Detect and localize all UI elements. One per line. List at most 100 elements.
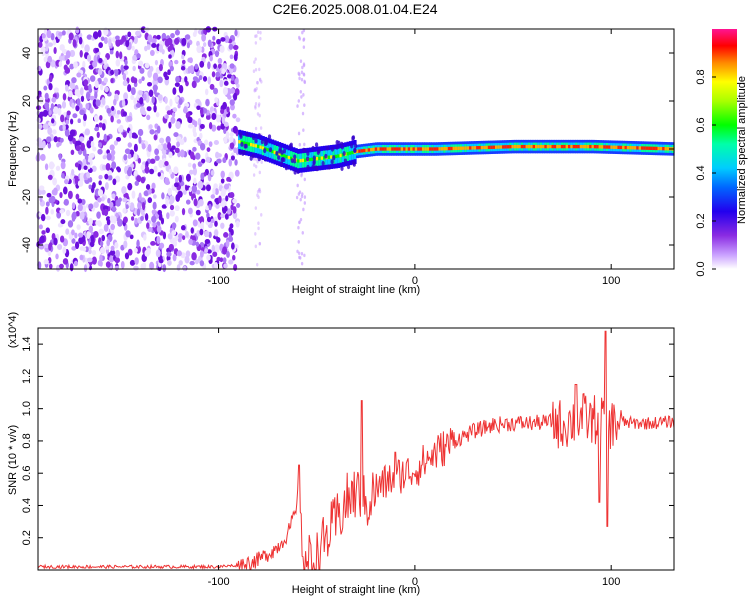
heatmap-ridge-core bbox=[287, 155, 291, 160]
heatmap-noise-cell bbox=[99, 114, 103, 121]
heatmap-noise-cell bbox=[174, 59, 179, 65]
heatmap-noise-cell bbox=[146, 114, 151, 121]
heatmap-scatter-cell bbox=[302, 38, 305, 42]
heatmap-noise-cell bbox=[143, 93, 147, 101]
heatmap-ridge-blob bbox=[302, 147, 306, 153]
heatmap-noise-cell bbox=[187, 66, 191, 74]
heatmap-scatter-cell bbox=[296, 183, 299, 188]
heatmap-noise-cell bbox=[58, 31, 64, 37]
heatmap-noise-cell bbox=[119, 51, 123, 60]
colorbar: 0.0 0.2 0.4 0.6 0.8 Normalized spectral ampl… bbox=[695, 29, 748, 277]
heatmap-noise-cell bbox=[94, 115, 99, 123]
heatmap-noise-cell bbox=[50, 32, 55, 41]
heatmap-ridge-blob bbox=[293, 154, 297, 160]
heatmap-noise-cell bbox=[214, 188, 219, 196]
heatmap-noise-cell bbox=[232, 125, 238, 134]
heatmap-ridge-core bbox=[575, 144, 579, 149]
heatmap-ridge-core bbox=[643, 146, 647, 150]
heatmap-noise-cell bbox=[109, 50, 114, 55]
heatmap-noise-cell bbox=[222, 157, 227, 164]
heatmap-noise-cell bbox=[75, 26, 80, 34]
heatmap-scatter-cell bbox=[302, 128, 305, 132]
heatmap-noise-cell bbox=[220, 108, 225, 114]
heatmap-noise-cell bbox=[77, 118, 81, 124]
heatmap-noise-cell bbox=[127, 166, 133, 174]
heatmap-ridge-core bbox=[565, 144, 569, 149]
heatmap-noise-cell bbox=[46, 136, 52, 143]
heatmap-ridge-core bbox=[563, 144, 567, 149]
heatmap-ridge-blob bbox=[332, 155, 336, 161]
heatmap-noise-cell bbox=[155, 112, 160, 118]
heatmap-noise-cell bbox=[146, 44, 151, 50]
heatmap-scatter-cell bbox=[303, 142, 306, 147]
heatmap-scatter-cell bbox=[297, 99, 300, 103]
heatmap-ridge-core bbox=[323, 156, 326, 160]
heatmap-noise-cell bbox=[178, 97, 183, 105]
heatmap-noise-cell bbox=[174, 182, 179, 188]
heatmap-noise-cell bbox=[212, 251, 218, 257]
heatmap-ridge-core bbox=[615, 145, 619, 149]
heatmap-noise-cell bbox=[199, 143, 206, 151]
heatmap-noise-cell bbox=[199, 60, 205, 68]
heatmap-noise-cell bbox=[156, 235, 161, 245]
heatmap-scatter-cell bbox=[260, 213, 263, 217]
heatmap-noise-cell bbox=[57, 223, 63, 228]
heatmap-noise-cell bbox=[94, 80, 99, 89]
heatmap-noise-cell bbox=[127, 84, 132, 93]
heatmap-noise-cell bbox=[216, 153, 222, 158]
heatmap-noise-cell bbox=[169, 43, 174, 51]
heatmap-scatter-cell bbox=[256, 193, 259, 197]
heatmap-noise-cell bbox=[195, 78, 201, 83]
heatmap-noise-cell bbox=[170, 33, 175, 39]
heatmap-noise-cell bbox=[98, 180, 102, 186]
heatmap-ridge-blob bbox=[350, 143, 354, 149]
heatmap-noise-cell bbox=[166, 212, 170, 220]
heatmap-noise-cell bbox=[151, 96, 155, 104]
heatmap-noise-cell bbox=[50, 195, 56, 203]
heatmap-noise-cell bbox=[214, 97, 219, 103]
heatmap-noise-cell bbox=[130, 94, 135, 100]
heatmap-noise-cell bbox=[124, 252, 130, 260]
heatmap-noise-cell bbox=[151, 43, 157, 48]
heatmap-scatter-cell bbox=[299, 217, 303, 222]
heatmap-ridge-core bbox=[666, 147, 670, 151]
heatmap-noise-cell bbox=[133, 97, 137, 105]
heatmap-scatter-cell bbox=[256, 189, 260, 194]
heatmap-ridge-core bbox=[344, 152, 348, 156]
heatmap-noise-cell bbox=[92, 31, 99, 39]
heatmap-ridge-blob bbox=[277, 155, 281, 160]
heatmap-noise-cell bbox=[221, 68, 226, 75]
snr-y-tick-label: 0.2 bbox=[21, 530, 33, 545]
heatmap-noise-cell bbox=[176, 141, 180, 148]
heatmap-noise-cell bbox=[123, 65, 129, 70]
heatmap-noise-cell bbox=[130, 87, 136, 96]
heatmap-ridge-core bbox=[266, 148, 270, 152]
heatmap-ridge-core bbox=[579, 144, 583, 149]
heatmap-noise-cell bbox=[220, 178, 225, 184]
heatmap-scatter-cell bbox=[252, 173, 256, 177]
heatmap-scatter-cell bbox=[258, 170, 262, 175]
heatmap-noise-cell bbox=[57, 107, 62, 116]
heatmap-ridge-core bbox=[419, 147, 423, 151]
heatmap-ridge-blob bbox=[280, 156, 285, 162]
heatmap-noise-cell bbox=[107, 169, 113, 176]
heatmap-noise-cell bbox=[141, 76, 145, 82]
heatmap-ridge-core bbox=[245, 141, 249, 146]
heatmap-noise-cell bbox=[64, 67, 71, 74]
heatmap-noise-cell bbox=[151, 209, 156, 215]
heatmap-scatter-cell bbox=[254, 244, 258, 249]
heatmap-noise-cell bbox=[136, 175, 142, 183]
heatmap-ridge-core bbox=[464, 146, 468, 150]
heatmap-noise-cell bbox=[231, 242, 235, 250]
snr-x-label: Height of straight line (km) bbox=[292, 584, 420, 596]
heatmap-noise-cell bbox=[158, 44, 164, 53]
heatmap-noise-cell bbox=[191, 185, 198, 193]
heatmap-noise-cell bbox=[199, 250, 204, 258]
heatmap-ridge-core bbox=[650, 146, 654, 150]
heatmap-noise-cell bbox=[79, 109, 85, 116]
heatmap-noise-cell bbox=[225, 239, 230, 248]
heatmap-noise-cell bbox=[175, 121, 181, 130]
heatmap-noise-cell bbox=[39, 111, 45, 117]
heatmap-noise-cell bbox=[138, 60, 144, 67]
heatmap-ridge-blob bbox=[315, 166, 319, 172]
